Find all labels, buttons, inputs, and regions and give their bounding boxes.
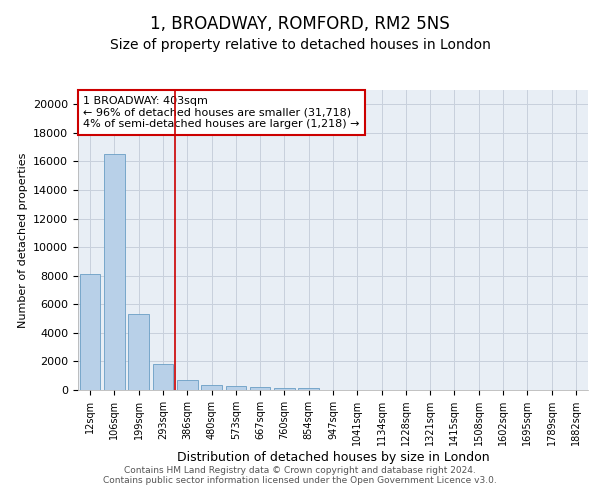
Bar xyxy=(80,274,100,390)
Text: 1 BROADWAY: 403sqm
← 96% of detached houses are smaller (31,718)
4% of semi-deta: 1 BROADWAY: 403sqm ← 96% of detached hou… xyxy=(83,96,359,129)
Text: Contains HM Land Registry data © Crown copyright and database right 2024.
Contai: Contains HM Land Registry data © Crown c… xyxy=(103,466,497,485)
Bar xyxy=(274,388,295,390)
Bar xyxy=(177,380,197,390)
Bar xyxy=(152,364,173,390)
Text: Size of property relative to detached houses in London: Size of property relative to detached ho… xyxy=(110,38,490,52)
Text: 1, BROADWAY, ROMFORD, RM2 5NS: 1, BROADWAY, ROMFORD, RM2 5NS xyxy=(150,15,450,33)
Bar xyxy=(201,385,222,390)
Y-axis label: Number of detached properties: Number of detached properties xyxy=(17,152,28,328)
X-axis label: Distribution of detached houses by size in London: Distribution of detached houses by size … xyxy=(176,451,490,464)
Bar xyxy=(298,388,319,390)
Bar xyxy=(104,154,125,390)
Bar xyxy=(128,314,149,390)
Bar xyxy=(250,387,271,390)
Bar xyxy=(226,386,246,390)
